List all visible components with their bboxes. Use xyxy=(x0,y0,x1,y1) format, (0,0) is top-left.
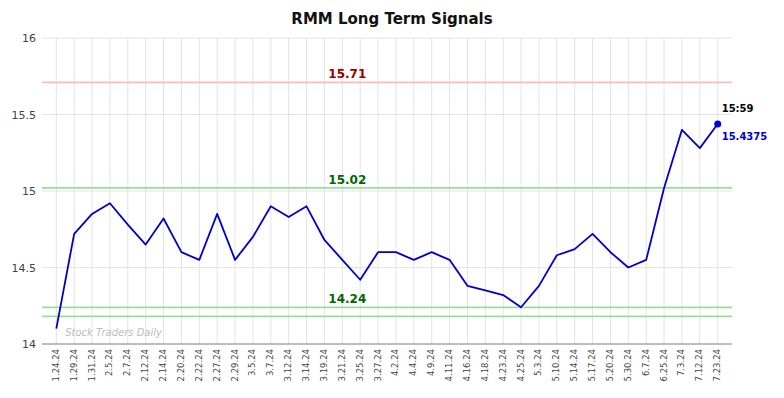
x-grid-line xyxy=(199,38,200,344)
x-tick-label: 2.7.24 xyxy=(122,349,132,376)
grid xyxy=(42,38,732,344)
x-grid-line xyxy=(306,38,307,344)
x-grid-line xyxy=(413,38,414,344)
x-tick-label: 3.27.24 xyxy=(373,349,383,381)
x-grid-line xyxy=(181,38,182,344)
x-tick-label: 3.25.24 xyxy=(355,349,365,381)
x-grid-line xyxy=(217,38,218,344)
horizontal-line-label: 15.71 xyxy=(328,67,366,81)
x-tick-label: 4.4.24 xyxy=(408,349,418,376)
x-tick-label: 2.27.24 xyxy=(212,349,222,381)
horizontal-line xyxy=(42,306,732,308)
x-tick-label: 4.9.24 xyxy=(426,349,436,376)
x-grid-line xyxy=(538,38,539,344)
y-tick-label: 14.5 xyxy=(12,262,37,275)
x-grid-line xyxy=(395,38,396,344)
x-tick-label: 4.16.24 xyxy=(462,349,472,381)
x-grid-line xyxy=(288,38,289,344)
x-tick-label: 2.5.24 xyxy=(104,349,114,376)
x-grid-line xyxy=(378,38,379,344)
x-grid-line xyxy=(92,38,93,344)
x-tick-label: 4.2.24 xyxy=(390,349,400,376)
x-tick-label: 5.17.24 xyxy=(587,349,597,381)
x-tick-label: 4.18.24 xyxy=(480,349,490,381)
x-grid-line xyxy=(485,38,486,344)
x-tick-label: 6.25.24 xyxy=(659,349,669,381)
chart: RMM Long Term Signals 14 14.5 15 15.5 16 1.24.… xyxy=(0,0,784,398)
x-grid-line xyxy=(467,38,468,344)
horizontal-line xyxy=(42,81,732,83)
x-axis-line xyxy=(42,344,732,345)
x-tick-label: 3.12.24 xyxy=(283,349,293,381)
x-grid-line xyxy=(610,38,611,344)
x-grid-line xyxy=(109,38,110,344)
x-tick-label: 3.21.24 xyxy=(337,349,347,381)
x-grid-line xyxy=(324,38,325,344)
x-tick-label: 1.31.24 xyxy=(87,349,97,381)
watermark: Stock Traders Daily xyxy=(65,327,163,338)
x-grid-line xyxy=(74,38,75,344)
x-grid-line xyxy=(503,38,504,344)
x-grid-line xyxy=(449,38,450,344)
x-tick-label: 5.30.24 xyxy=(623,349,633,381)
x-grid-line xyxy=(145,38,146,344)
x-tick-label: 5.10.24 xyxy=(551,349,561,381)
x-tick-label: 5.3.24 xyxy=(533,349,543,376)
x-grid-line xyxy=(270,38,271,344)
x-tick-label: 2.29.24 xyxy=(230,349,240,381)
y-tick-label: 14 xyxy=(22,338,36,351)
x-grid-line xyxy=(56,38,57,344)
horizontal-line-label: 15.02 xyxy=(328,173,366,187)
x-tick-label: 3.14.24 xyxy=(301,349,311,381)
x-grid-line xyxy=(628,38,629,344)
x-tick-label: 7.12.24 xyxy=(694,349,704,381)
last-point xyxy=(714,121,721,128)
y-tick-label: 15 xyxy=(22,185,36,198)
x-tick-label: 2.22.24 xyxy=(194,349,204,381)
horizontal-line xyxy=(42,316,732,318)
x-grid-line xyxy=(681,38,682,344)
x-tick-label: 7.23.24 xyxy=(712,349,722,381)
x-grid-line xyxy=(252,38,253,344)
x-tick-label: 2.14.24 xyxy=(158,349,168,381)
x-grid-line xyxy=(592,38,593,344)
x-tick-label: 1.24.24 xyxy=(51,349,61,381)
annotation: 15.4375 xyxy=(722,131,768,142)
x-grid-line xyxy=(699,38,700,344)
x-grid-line xyxy=(127,38,128,344)
x-grid-line xyxy=(431,38,432,344)
x-tick-label: 2.12.24 xyxy=(140,349,150,381)
x-tick-label: 4.25.24 xyxy=(516,349,526,381)
y-tick-label: 15.5 xyxy=(12,109,37,122)
x-grid-line xyxy=(717,38,718,344)
line xyxy=(56,124,717,329)
x-tick-label: 3.7.24 xyxy=(265,349,275,376)
x-grid-line xyxy=(521,38,522,344)
x-tick-label: 7.3.24 xyxy=(676,349,686,376)
x-grid-line xyxy=(574,38,575,344)
x-grid-line xyxy=(646,38,647,344)
x-tick-label: 1.29.24 xyxy=(69,349,79,381)
x-tick-label: 3.5.24 xyxy=(247,349,257,376)
plot-area xyxy=(42,82,732,328)
horizontal-line xyxy=(42,187,732,189)
annotation: 15:59 xyxy=(722,103,754,114)
x-grid-line xyxy=(556,38,557,344)
x-grid-line xyxy=(163,38,164,344)
x-tick-label: 6.7.24 xyxy=(641,349,651,376)
x-tick-label: 4.23.24 xyxy=(498,349,508,381)
x-grid-line xyxy=(235,38,236,344)
x-tick-label: 4.11.24 xyxy=(444,349,454,381)
x-tick-label: 5.20.24 xyxy=(605,349,615,381)
x-tick-label: 3.19.24 xyxy=(319,349,329,381)
y-grid-line xyxy=(42,344,732,345)
y-tick-label: 16 xyxy=(22,32,36,45)
title: RMM Long Term Signals xyxy=(291,10,492,28)
horizontal-line-label: 14.24 xyxy=(328,292,366,306)
x-tick-label: 2.20.24 xyxy=(176,349,186,381)
x-tick-label: 5.14.24 xyxy=(569,349,579,381)
